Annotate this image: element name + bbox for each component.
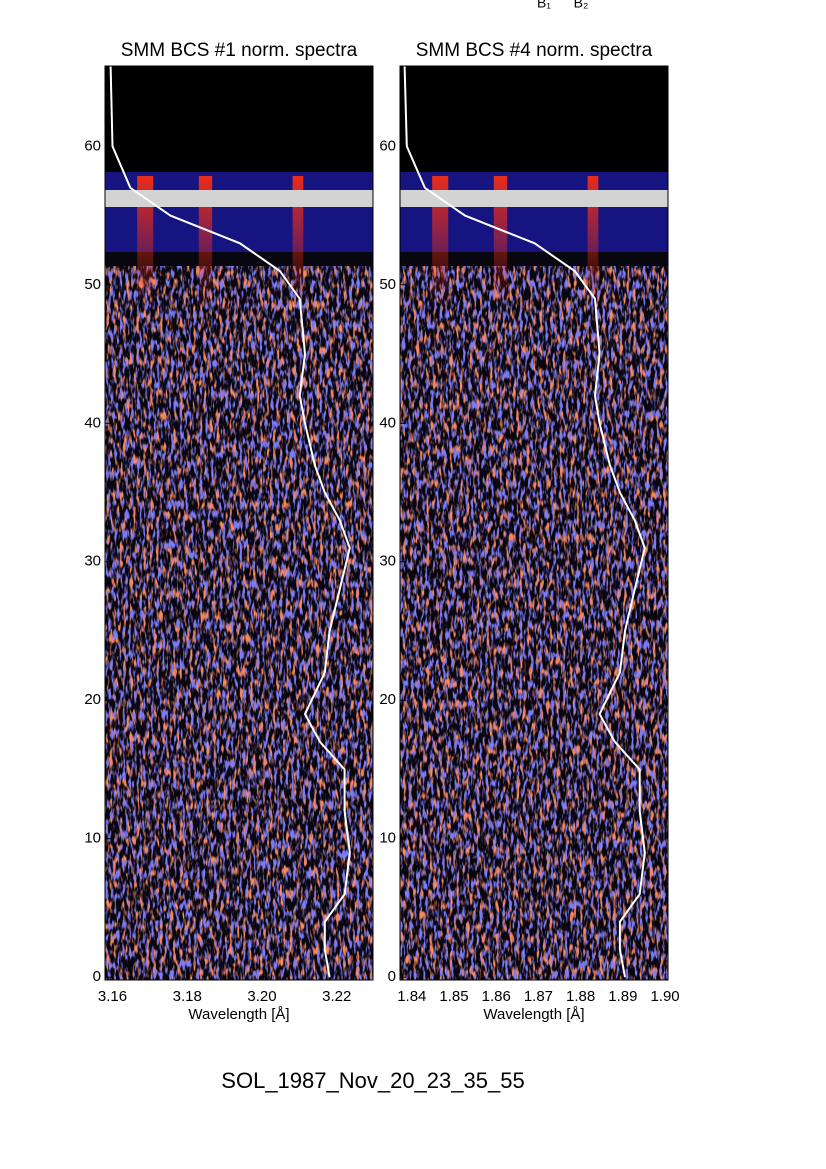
line-band [587, 176, 599, 306]
spectrogram [105, 66, 373, 980]
y-tick-label: 60 [84, 137, 101, 154]
x-axis-label: Wavelength [Å] [483, 1006, 584, 1023]
chart-title: SMM BCS #4 norm. spectra [416, 40, 653, 61]
x-tick-label: 1.87 [524, 988, 553, 1005]
noise-blue [105, 266, 373, 980]
x-tick-label: 3.18 [173, 988, 202, 1005]
frame [399, 65, 669, 981]
line-band [198, 176, 213, 306]
light-curve [109, 66, 351, 978]
x-tick-label: 3.22 [322, 988, 351, 1005]
y-tick-label: 30 [379, 553, 396, 570]
y-tick-label: 40 [379, 414, 396, 431]
light-curve [403, 66, 646, 978]
y-tick-label: 50 [379, 276, 396, 293]
x-tick-label: 3.20 [247, 988, 276, 1005]
y-tick-label: 0 [388, 968, 396, 985]
y-tick-label: 20 [84, 691, 101, 708]
top-label: B₂ [574, 0, 589, 11]
x-tick-label: 1.89 [608, 988, 637, 1005]
frame [104, 65, 374, 981]
y-tick-label: 10 [379, 830, 396, 847]
x-axis-label: Wavelength [Å] [188, 1006, 289, 1023]
chart-title: SMM BCS #1 norm. spectra [121, 40, 358, 61]
spectrogram [400, 66, 668, 980]
x-tick-label: 3.16 [98, 988, 127, 1005]
y-tick-label: 0 [93, 968, 101, 985]
black-zone [400, 66, 668, 172]
line-band [493, 176, 508, 306]
line-band [292, 176, 304, 306]
y-tick-label: 20 [379, 691, 396, 708]
x-tick-label: 1.84 [397, 988, 426, 1005]
y-tick-label: 30 [84, 553, 101, 570]
black-zone [105, 66, 373, 172]
x-tick-label: 1.86 [482, 988, 511, 1005]
y-tick-label: 60 [379, 137, 396, 154]
y-tick-label: 50 [84, 276, 101, 293]
x-tick-label: 1.88 [566, 988, 595, 1005]
gap [105, 190, 373, 207]
y-tick-label: 10 [84, 830, 101, 847]
x-tick-label: 1.85 [439, 988, 468, 1005]
gap [400, 190, 668, 207]
line-band [137, 176, 154, 306]
y-tick-label: 40 [84, 414, 101, 431]
footer: SOL_1987_Nov_20_23_35_55 [221, 1068, 524, 1093]
x-tick-label: 1.90 [650, 988, 679, 1005]
noise-blue [400, 266, 668, 980]
top-label: B₁ [537, 0, 551, 11]
line-band [432, 176, 449, 306]
